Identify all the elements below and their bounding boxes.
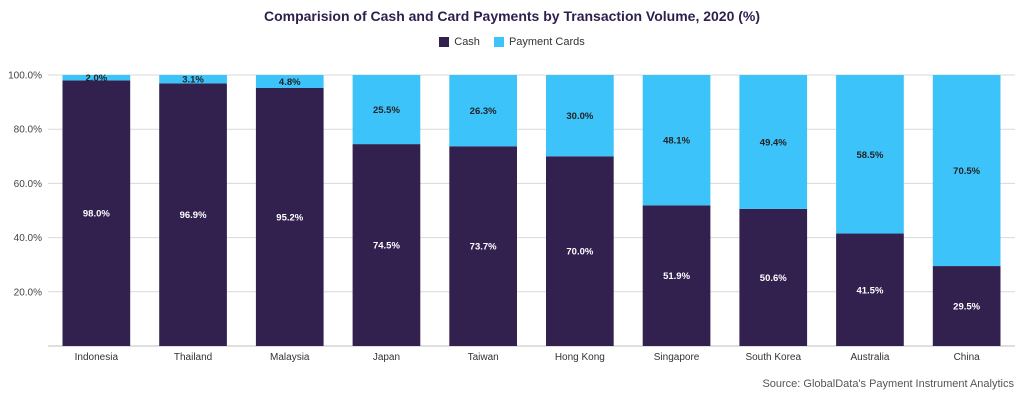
data-label-payment-cards: 26.3% — [470, 106, 497, 117]
data-label-cash: 95.2% — [276, 213, 303, 224]
bar-payment-cards — [159, 75, 227, 84]
chart-legend: Cash Payment Cards — [0, 36, 1024, 48]
x-tick-label: Australia — [850, 352, 889, 363]
bar-cash — [642, 205, 711, 346]
x-tick-label: Hong Kong — [555, 352, 605, 363]
data-label-payment-cards: 25.5% — [373, 105, 400, 116]
bar-payment-cards — [255, 75, 324, 89]
data-label-cash: 96.9% — [180, 210, 207, 221]
bar-payment-cards — [62, 75, 131, 81]
data-label-payment-cards: 30.0% — [566, 111, 593, 122]
x-tick-label: Thailand — [174, 352, 212, 363]
bar-payment-cards — [546, 75, 614, 157]
x-tick-label: Japan — [373, 352, 400, 363]
x-tick-label: China — [954, 352, 981, 363]
bar-payment-cards — [836, 75, 904, 234]
data-label-cash: 51.9% — [663, 271, 690, 282]
data-label-cash: 74.5% — [373, 241, 400, 252]
bar-payment-cards — [352, 75, 421, 145]
x-tick-label: Singapore — [654, 352, 700, 363]
source-note: Source: GlobalData's Payment Instrument … — [762, 378, 1014, 390]
data-label-cash: 73.7% — [470, 242, 497, 253]
data-label-payment-cards: 58.5% — [856, 150, 883, 161]
data-label-cash: 41.5% — [856, 285, 883, 296]
bar-cash — [352, 144, 421, 346]
legend-swatch-cash — [439, 37, 450, 47]
x-tick-label: South Korea — [745, 352, 801, 363]
y-tick-label: 60.0% — [14, 179, 42, 190]
data-label-payment-cards: 70.5% — [953, 166, 980, 177]
legend-label-payment-cards: Payment Cards — [508, 36, 585, 48]
legend-item-payment-cards: Payment Cards — [493, 36, 585, 48]
data-label-payment-cards: 48.1% — [663, 136, 690, 147]
bar-cash — [836, 233, 904, 346]
bar-cash — [449, 146, 517, 346]
x-tick-label: Indonesia — [75, 352, 119, 363]
data-label-payment-cards: 2.0% — [86, 73, 108, 84]
data-label-cash: 29.5% — [953, 302, 980, 313]
bar-cash — [739, 208, 808, 346]
x-tick-label: Taiwan — [468, 352, 499, 363]
legend-item-cash: Cash — [439, 36, 480, 48]
data-label-payment-cards: 3.1% — [182, 75, 204, 86]
data-label-payment-cards: 49.4% — [760, 137, 787, 148]
y-tick-label: 20.0% — [14, 287, 42, 298]
y-tick-label: 100.0% — [8, 71, 42, 82]
data-label-payment-cards: 4.8% — [279, 77, 301, 88]
chart-title: Comparision of Cash and Card Payments by… — [263, 8, 761, 24]
bar-payment-cards — [739, 75, 808, 209]
bar-cash — [255, 88, 324, 347]
y-tick-label: 40.0% — [14, 233, 42, 244]
x-tick-label: Malaysia — [270, 352, 310, 363]
bar-payment-cards — [932, 75, 1001, 267]
bar-payment-cards — [449, 75, 517, 147]
bar-cash — [932, 266, 1001, 346]
legend-swatch-payment-cards — [493, 37, 504, 47]
data-label-cash: 50.6% — [760, 273, 787, 284]
data-label-cash: 70.0% — [566, 247, 593, 258]
y-tick-label: 80.0% — [14, 125, 42, 136]
bar-cash — [62, 80, 131, 347]
bar-cash — [159, 83, 227, 346]
bar-cash — [546, 156, 614, 346]
bar-payment-cards — [642, 75, 711, 206]
legend-label-cash: Cash — [454, 36, 480, 48]
data-label-cash: 98.0% — [83, 209, 110, 220]
